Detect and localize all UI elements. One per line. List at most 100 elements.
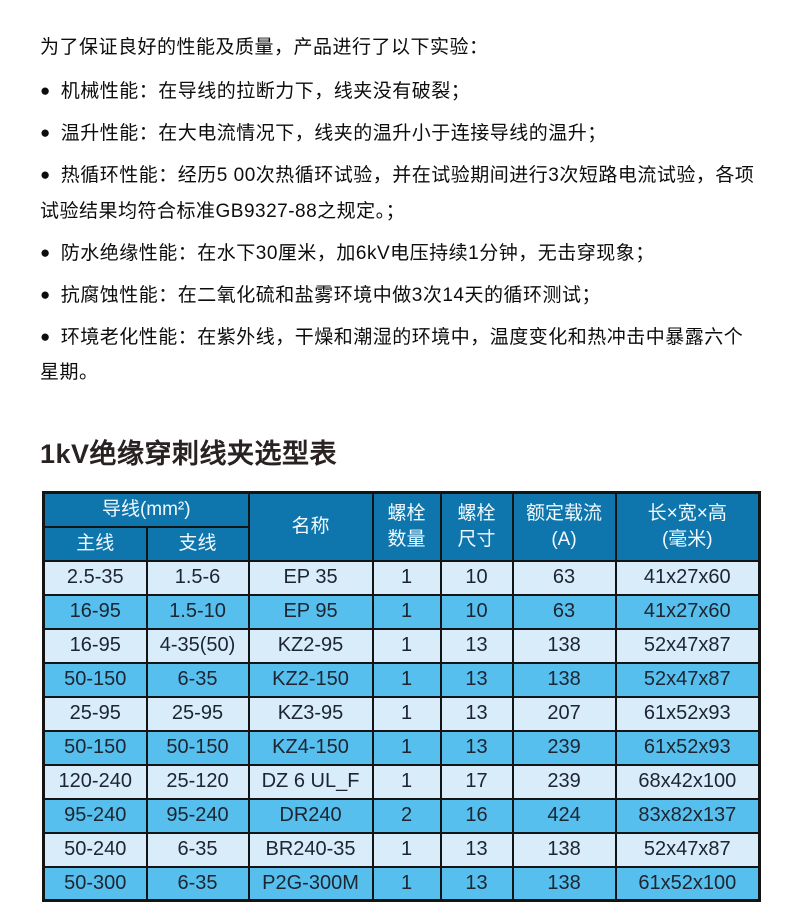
table-cell: 25-95 (145, 695, 250, 732)
col-header-bolt-qty-line1: 螺栓 (387, 503, 426, 525)
col-header-conductor: 导线(mm²) (42, 491, 250, 528)
table-cell: BR240-35 (247, 831, 374, 868)
table-cell: 95-240 (145, 797, 250, 834)
col-header-dimensions-line2: (毫米) (661, 529, 713, 551)
bullet-item-thermal-cycle: ● 热循环性能：经历5 00次热循环试验，并在试验期间进行3次短路电流试验，各项试… (40, 158, 756, 228)
bullet-text: 防水绝缘性能：在水下30厘米，加6kV电压持续1分钟，无击穿现象； (60, 242, 655, 264)
table-cell: 50-300 (42, 865, 148, 902)
table-cell: KZ2-150 (247, 661, 374, 698)
table-cell: 52x47x87 (614, 661, 761, 698)
table-cell: 138 (511, 661, 617, 698)
table-cell: KZ4-150 (247, 729, 374, 766)
col-header-name: 名称 (247, 491, 374, 562)
bullet-item-temperature-rise: ● 温升性能：在大电流情况下，线夹的温升小于连接导线的温升； (40, 116, 756, 151)
table-cell: 63 (511, 593, 617, 630)
table-cell: EP 35 (247, 559, 374, 596)
bullet-icon: ● (40, 242, 51, 262)
table-cell: 1.5-6 (145, 559, 250, 596)
table-cell: KZ2-95 (247, 627, 374, 664)
table-cell: 10 (439, 593, 514, 630)
table-cell: KZ3-95 (247, 695, 374, 732)
bullet-icon: ● (40, 326, 51, 346)
bullet-item-waterproof-insulation: ● 防水绝缘性能：在水下30厘米，加6kV电压持续1分钟，无击穿现象； (40, 236, 756, 271)
col-header-bolt-size-line2: 尺寸 (457, 529, 496, 551)
col-header-main-line: 主线 (42, 525, 148, 562)
table-cell: 10 (439, 559, 514, 596)
col-header-dimensions-line1: 长×宽×高 (647, 503, 727, 525)
bullet-icon: ● (40, 284, 51, 304)
table-cell: EP 95 (247, 593, 374, 630)
bullet-icon: ● (40, 123, 51, 143)
table-cell: 2.5-35 (42, 559, 148, 596)
table-cell: 50-150 (42, 661, 148, 698)
table-cell: 1 (371, 865, 442, 902)
table-cell: 68x42x100 (614, 763, 761, 800)
bullet-item-corrosion-resistance: ● 抗腐蚀性能：在二氧化硫和盐雾环境中做3次14天的循环测试； (40, 278, 756, 313)
bullet-text: 热循环性能：经历5 00次热循环试验，并在试验期间进行3次短路电流试验，各项试验… (40, 165, 755, 222)
table-cell: 6-35 (145, 661, 250, 698)
table-row: 50-240 6-35 BR240-35 1 13 138 52x47x87 (42, 831, 761, 868)
bullet-item-environmental-aging: ● 环境老化性能：在紫外线，干燥和潮湿的环境中，温度变化和热冲击中暴露六个星期。 (40, 320, 756, 390)
table-row: 120-240 25-120 DZ 6 UL_F 1 17 239 68x42x100 (42, 763, 761, 800)
table-cell: 2 (371, 797, 442, 834)
table-cell: P2G-300M (247, 865, 374, 902)
table-row: 16-95 4-35(50) KZ2-95 1 13 138 52x47x87 (42, 627, 761, 664)
table-row: 50-300 6-35 P2G-300M 1 13 138 61x52x100 (42, 865, 761, 902)
table-cell: 63 (511, 559, 617, 596)
header-row-top: 导线(mm²) 名称 螺栓 数量 螺栓 尺寸 额定载流 (A) 长×宽×高 (毫… (42, 491, 761, 562)
table-cell: 13 (439, 831, 514, 868)
col-header-rated-current-line2: (A) (551, 529, 577, 551)
col-header-bolt-size: 螺栓 尺寸 (439, 491, 514, 562)
col-header-rated-current: 额定载流 (A) (511, 491, 617, 562)
intro-section: 为了保证良好的性能及质量，产品进行了以下实验： ● 机械性能：在导线的拉断力下，线… (40, 30, 756, 390)
table-cell: 13 (439, 865, 514, 902)
table-cell: 95-240 (42, 797, 148, 834)
table-cell: 16-95 (42, 627, 148, 664)
col-header-branch-line: 支线 (145, 525, 250, 562)
table-cell: 1.5-10 (145, 593, 250, 630)
table-row: 2.5-35 1.5-6 EP 35 1 10 63 41x27x60 (42, 559, 761, 596)
table-cell: 207 (511, 695, 617, 732)
table-cell: 25-120 (145, 763, 250, 800)
table-row: 25-95 25-95 KZ3-95 1 13 207 61x52x93 (42, 695, 761, 732)
section-title: 1kV绝缘穿刺线夹选型表 (40, 439, 338, 470)
table-cell: 13 (439, 627, 514, 664)
table-cell: 1 (371, 661, 442, 698)
col-header-dimensions: 长×宽×高 (毫米) (614, 491, 761, 562)
table-cell: 61x52x100 (614, 865, 761, 902)
table-row: 50-150 6-35 KZ2-150 1 13 138 52x47x87 (42, 661, 761, 698)
table-cell: 1 (371, 831, 442, 868)
col-header-bolt-qty-line2: 数量 (387, 529, 426, 551)
table-cell: 41x27x60 (614, 593, 761, 630)
table-row: 16-95 1.5-10 EP 95 1 10 63 41x27x60 (42, 593, 761, 630)
table-cell: 1 (371, 695, 442, 732)
intro-lead: 为了保证良好的性能及质量，产品进行了以下实验： (40, 37, 489, 58)
table-cell: 61x52x93 (614, 695, 761, 732)
table-cell: 25-95 (42, 695, 148, 732)
bullet-text: 抗腐蚀性能：在二氧化硫和盐雾环境中做3次14天的循环测试； (60, 284, 601, 306)
table-cell: 6-35 (145, 831, 250, 868)
table-cell: DZ 6 UL_F (247, 763, 374, 800)
table-cell: 61x52x93 (614, 729, 761, 766)
table-cell: 41x27x60 (614, 559, 761, 596)
table-cell: 138 (511, 831, 617, 868)
bullet-text: 环境老化性能：在紫外线，干燥和潮湿的环境中，温度变化和热冲击中暴露六个星期。 (40, 326, 744, 384)
table-cell: 1 (371, 763, 442, 800)
selection-table: 导线(mm²) 名称 螺栓 数量 螺栓 尺寸 额定载流 (A) 长×宽×高 (毫… (42, 491, 762, 903)
table-row: 50-150 50-150 KZ4-150 1 13 239 61x52x93 (42, 729, 761, 766)
table-cell: 239 (511, 729, 617, 766)
table-cell: DR240 (247, 797, 374, 834)
table-cell: 16 (439, 797, 514, 834)
table-cell: 50-150 (145, 729, 250, 766)
table-body: 2.5-35 1.5-6 EP 35 1 10 63 41x27x60 16-95 1.5-10… (42, 559, 761, 902)
table-row: 95-240 95-240 DR240 2 16 424 83x82x137 (42, 797, 761, 834)
table-cell: 120-240 (42, 763, 148, 800)
bullet-icon: ● (40, 165, 51, 185)
col-header-bolt-size-line1: 螺栓 (457, 503, 496, 525)
table-cell: 4-35(50) (145, 627, 250, 664)
table-cell: 50-150 (42, 729, 148, 766)
table-header: 导线(mm²) 名称 螺栓 数量 螺栓 尺寸 额定载流 (A) 长×宽×高 (毫… (42, 491, 761, 562)
col-header-bolt-qty: 螺栓 数量 (371, 491, 442, 562)
table-cell: 17 (439, 763, 514, 800)
table-cell: 13 (439, 729, 514, 766)
